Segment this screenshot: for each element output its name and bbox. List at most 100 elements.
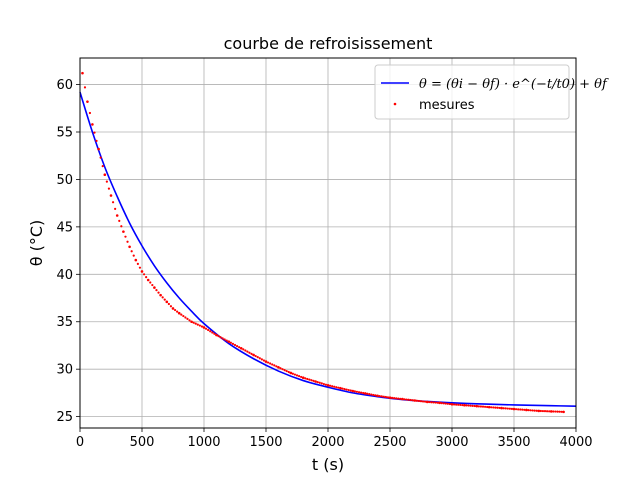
measurement-point [560,410,563,413]
measurement-point [529,409,532,412]
measurement-point [159,293,162,297]
measurement-point [457,403,460,406]
measurement-point [285,369,288,373]
measurement-point [531,409,534,412]
measurement-point [370,393,373,396]
measurement-point [235,344,239,348]
measurement-point [487,405,491,409]
measurement-point [114,207,117,210]
measurement-point [527,409,530,412]
measurement-point [163,298,166,301]
measurement-point [492,406,495,409]
measurement-point [331,385,334,388]
measurement-point [176,310,179,313]
measurement-point [556,410,559,413]
measurement-point [91,123,94,126]
measurement-point [83,86,87,89]
measurement-point [190,320,193,324]
measurement-point [502,407,505,410]
measurement-point [233,343,237,347]
measurement-point [177,311,181,315]
measurement-point [192,321,195,324]
measurement-point [343,388,346,391]
measurement-point [231,342,235,345]
measurement-point [300,375,303,379]
measurement-point [202,326,206,329]
x-tick-label: 2000 [311,435,344,450]
measurement-point [562,410,565,414]
measurement-point [130,250,133,253]
measurement-point [494,406,497,409]
measurement-point [134,258,138,262]
y-tick-label: 35 [56,315,73,330]
measurement-point [378,394,381,398]
measurement-point [448,402,452,406]
measurement-point [128,245,131,249]
y-tick-label: 25 [56,410,73,425]
measurement-point [262,359,266,362]
chart-title: courbe de refroisissement [224,34,433,53]
measurement-point [517,408,520,411]
measurement-point [498,406,501,410]
measurement-point [467,404,470,407]
measurement-point [395,397,398,400]
x-axis-label: t (s) [312,455,344,474]
measurement-point [180,313,183,316]
measurement-point [301,376,305,380]
x-tick-label: 4000 [559,435,592,450]
measurement-point [479,405,483,408]
measurement-point [326,384,330,387]
measurement-point [186,317,189,320]
measurement-point [339,386,342,390]
measurement-point [411,399,414,402]
measurement-point [374,394,377,397]
measurement-point [215,333,218,337]
measurement-point [248,351,251,354]
measurement-point [469,404,472,407]
measurement-point [273,364,276,367]
measurement-point [136,262,139,265]
measurement-point [328,384,332,387]
measurement-point [525,408,528,412]
measurement-point [196,323,199,326]
measurement-point [545,410,549,413]
measurement-point [442,402,445,405]
measurement-point [308,378,311,381]
measurement-point [209,330,212,333]
measurement-point [428,400,431,404]
measurement-point [126,240,129,243]
measurement-point [459,403,462,407]
measurement-point [539,409,542,413]
x-tick-label: 2500 [373,435,406,450]
measurement-point [140,270,144,273]
measurement-point [353,390,356,393]
measurement-point [138,266,142,269]
measurement-point [417,399,421,403]
measurement-point [97,147,100,151]
measurement-point [167,302,170,306]
y-axis-label: θ (°C) [27,220,46,267]
measurement-point [219,336,222,339]
measurement-point [295,374,299,377]
measurement-point [523,408,526,411]
measurement-point [115,214,119,217]
measurement-point [269,362,272,365]
measurement-point [399,397,402,400]
measurement-point [475,404,479,408]
measurement-point [250,352,253,355]
measurement-point [312,379,315,382]
measurement-point [380,395,383,398]
measurement-point [266,361,270,364]
x-tick-label: 3500 [497,435,530,450]
measurement-point [407,398,410,401]
measurement-point [461,403,464,407]
measurement-point [541,409,545,413]
legend-box [374,64,570,120]
measurement-point [105,180,108,183]
x-tick-label: 0 [76,435,84,450]
measurement-point [341,387,344,390]
measurement-point [161,296,164,299]
measurement-point [504,407,507,410]
measurement-point [376,394,379,398]
series-layer [79,71,577,414]
